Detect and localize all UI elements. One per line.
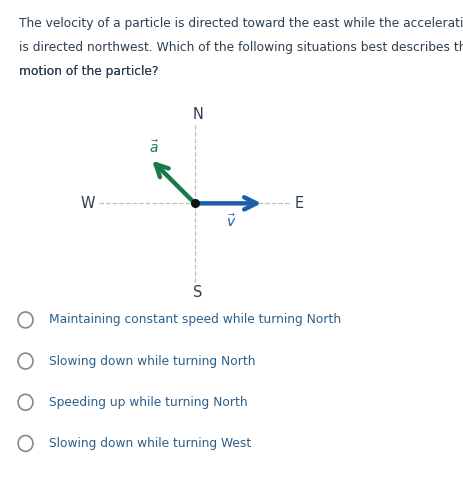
Text: $\vec{a}$: $\vec{a}$	[149, 140, 159, 156]
Text: Speeding up while turning North: Speeding up while turning North	[49, 396, 247, 409]
Text: Slowing down while turning West: Slowing down while turning West	[49, 437, 250, 450]
Text: motion of the particle?: motion of the particle?	[19, 65, 157, 78]
Text: Slowing down while turning North: Slowing down while turning North	[49, 355, 255, 368]
Text: Maintaining constant speed while turning North: Maintaining constant speed while turning…	[49, 313, 340, 326]
Text: is directed northwest. Which of the following situations best describes the: is directed northwest. Which of the foll…	[19, 41, 463, 54]
Text: N: N	[192, 107, 203, 122]
Text: E: E	[294, 196, 303, 211]
Text: $\vec{v}$: $\vec{v}$	[225, 214, 236, 230]
Text: motion of the particle?: motion of the particle?	[19, 65, 157, 78]
Text: The velocity of a particle is directed toward the east while the acceleration: The velocity of a particle is directed t…	[19, 17, 463, 30]
Text: S: S	[193, 285, 202, 300]
Text: W: W	[81, 196, 95, 211]
